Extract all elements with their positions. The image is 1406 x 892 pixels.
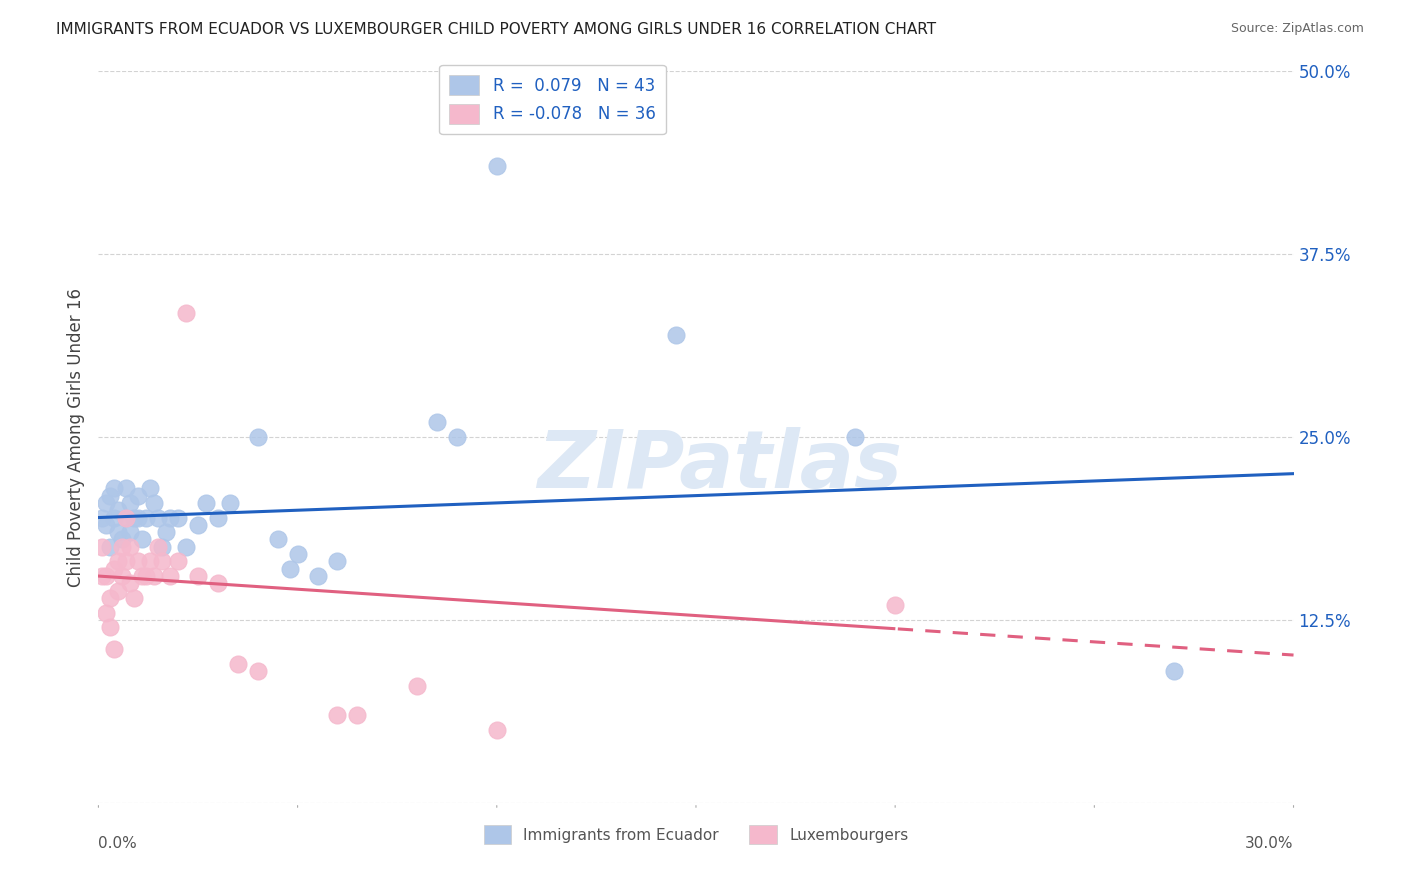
Point xyxy=(115,481,138,495)
Point xyxy=(174,306,197,320)
Point xyxy=(139,481,162,495)
Point xyxy=(844,430,866,444)
Point xyxy=(278,562,301,576)
Point xyxy=(111,533,134,547)
Text: ZIPatlas: ZIPatlas xyxy=(537,427,903,506)
Point xyxy=(485,160,508,174)
Point xyxy=(150,554,173,568)
Point xyxy=(96,496,118,510)
Point xyxy=(246,430,269,444)
Legend: Immigrants from Ecuador, Luxembourgers: Immigrants from Ecuador, Luxembourgers xyxy=(478,819,914,850)
Point xyxy=(207,576,229,591)
Point xyxy=(485,723,508,737)
Point xyxy=(195,496,218,510)
Point xyxy=(98,540,122,554)
Point xyxy=(406,679,429,693)
Text: IMMIGRANTS FROM ECUADOR VS LUXEMBOURGER CHILD POVERTY AMONG GIRLS UNDER 16 CORRE: IMMIGRANTS FROM ECUADOR VS LUXEMBOURGER … xyxy=(56,22,936,37)
Point xyxy=(115,554,138,568)
Point xyxy=(96,517,118,532)
Point xyxy=(143,569,166,583)
Point xyxy=(120,576,142,591)
Point xyxy=(187,517,209,532)
Point xyxy=(1163,664,1185,678)
Point xyxy=(131,533,153,547)
Point xyxy=(150,540,173,554)
Point xyxy=(103,510,125,524)
Point xyxy=(127,554,149,568)
Point xyxy=(127,489,149,503)
Point xyxy=(131,569,153,583)
Point xyxy=(246,664,269,678)
Point xyxy=(155,525,177,540)
Point xyxy=(111,540,134,554)
Point xyxy=(167,554,190,568)
Point xyxy=(107,503,129,517)
Point xyxy=(167,510,190,524)
Point xyxy=(143,496,166,510)
Point xyxy=(135,510,157,524)
Point xyxy=(148,510,170,524)
Point xyxy=(115,510,138,524)
Point xyxy=(148,540,170,554)
Point xyxy=(91,569,114,583)
Point xyxy=(307,569,329,583)
Point xyxy=(446,430,468,444)
Point xyxy=(346,708,368,723)
Text: 0.0%: 0.0% xyxy=(98,836,138,851)
Point xyxy=(174,540,197,554)
Point xyxy=(107,554,129,568)
Point xyxy=(98,620,122,634)
Point xyxy=(96,606,118,620)
Text: Source: ZipAtlas.com: Source: ZipAtlas.com xyxy=(1230,22,1364,36)
Point xyxy=(124,510,146,524)
Point xyxy=(120,525,142,540)
Point xyxy=(120,496,142,510)
Point xyxy=(103,481,125,495)
Point xyxy=(159,510,181,524)
Point xyxy=(107,583,129,598)
Point xyxy=(665,327,688,342)
Point xyxy=(120,540,142,554)
Point xyxy=(287,547,309,561)
Y-axis label: Child Poverty Among Girls Under 16: Child Poverty Among Girls Under 16 xyxy=(66,287,84,587)
Point xyxy=(426,416,449,430)
Point xyxy=(91,540,114,554)
Point xyxy=(115,510,138,524)
Point xyxy=(107,525,129,540)
Text: 30.0%: 30.0% xyxy=(1246,836,1294,851)
Point xyxy=(884,599,907,613)
Point xyxy=(135,569,157,583)
Point xyxy=(267,533,290,547)
Point xyxy=(103,642,125,657)
Point xyxy=(219,496,242,510)
Point xyxy=(187,569,209,583)
Point xyxy=(98,489,122,503)
Point xyxy=(326,554,349,568)
Point xyxy=(111,569,134,583)
Point xyxy=(98,591,122,605)
Point xyxy=(127,510,149,524)
Point xyxy=(139,554,162,568)
Point xyxy=(326,708,349,723)
Point xyxy=(96,569,118,583)
Point xyxy=(91,510,114,524)
Point xyxy=(159,569,181,583)
Point xyxy=(124,591,146,605)
Point xyxy=(103,562,125,576)
Point xyxy=(207,510,229,524)
Point xyxy=(226,657,249,671)
